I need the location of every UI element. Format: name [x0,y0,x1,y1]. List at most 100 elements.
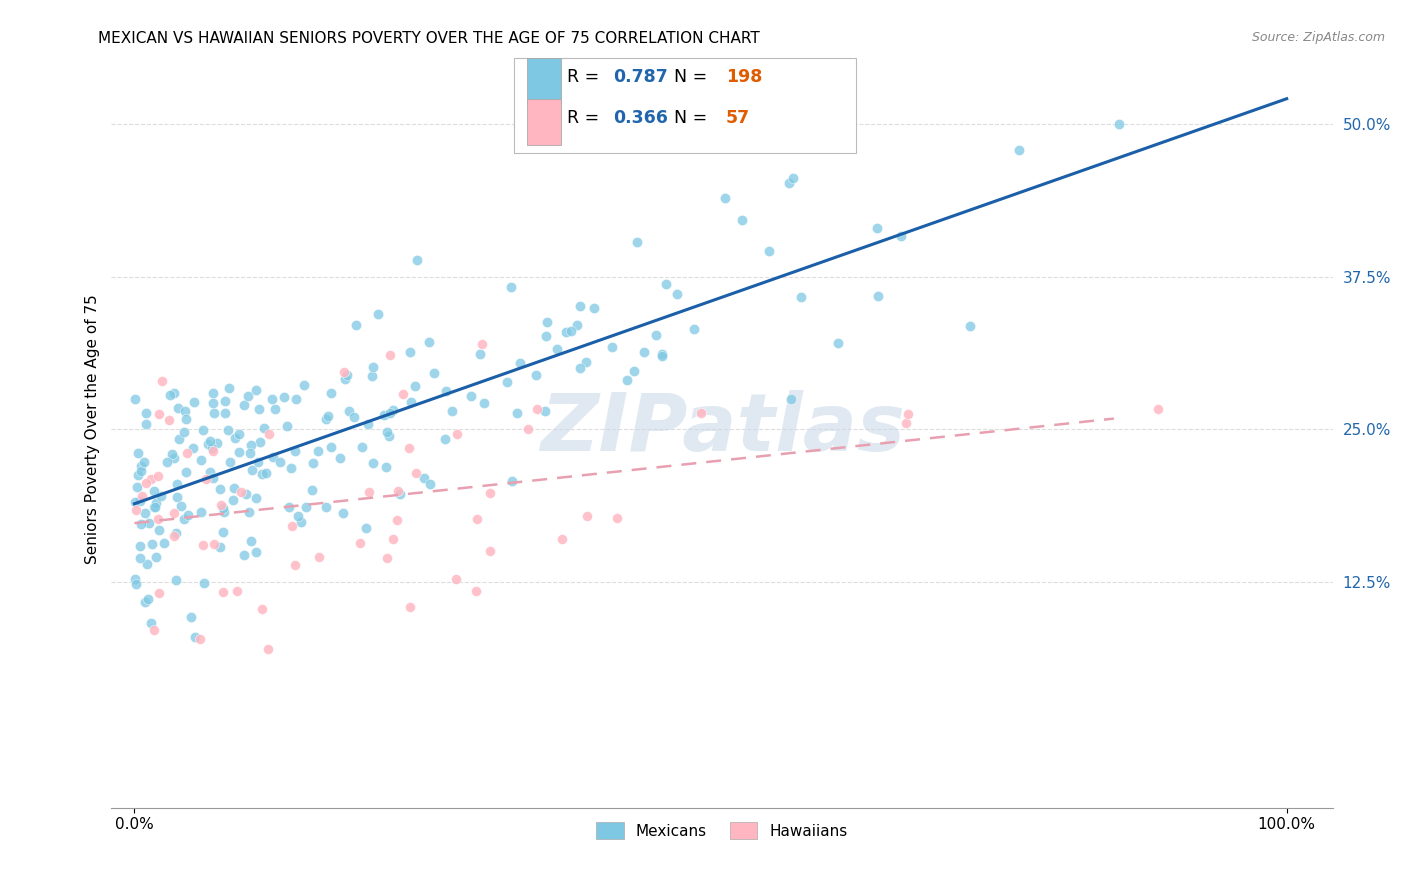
Point [176,446,198,460]
Text: R =: R = [567,69,605,87]
Legend: Mexicans, Hawaiians: Mexicans, Hawaiians [591,815,853,846]
Point [212,505,235,519]
Point [359,484,381,499]
Point [295,500,318,514]
Point [125,503,148,517]
Point [375,551,398,566]
Point [434,384,457,398]
Point [782,170,804,185]
Point [214,406,236,420]
Point [382,533,405,547]
Point [135,417,157,431]
Point [465,584,488,599]
Point [222,493,245,508]
Point [501,474,523,488]
Point [551,532,574,546]
Point [239,438,262,452]
Point [231,485,253,500]
Point [143,483,166,498]
Point [616,373,638,387]
Point [378,406,401,420]
Point [1108,117,1130,131]
Point [277,500,299,514]
Point [233,548,256,562]
Point [245,491,267,505]
Point [276,419,298,434]
Point [228,444,250,458]
Point [157,413,180,427]
Point [361,368,384,383]
Point [1147,402,1170,417]
Point [202,406,225,420]
Point [301,483,323,497]
Point [127,445,149,459]
Point [166,477,188,491]
Point [406,253,429,268]
Point [198,434,221,449]
Point [315,412,337,426]
Point [174,465,197,479]
Point [249,434,271,449]
Point [329,451,352,466]
Point [132,455,155,469]
Point [866,221,889,235]
Text: 198: 198 [725,69,762,87]
Point [190,505,212,519]
Point [143,624,166,638]
Point [124,392,146,406]
Point [479,486,502,500]
Point [240,463,263,477]
Point [290,515,312,529]
Point [249,402,271,417]
Point [575,508,598,523]
Point [240,534,263,549]
Point [148,407,170,421]
Point [174,403,197,417]
Point [758,244,780,258]
Point [567,318,589,332]
Point [173,425,195,439]
Point [201,441,224,455]
Point [665,287,688,301]
Point [141,537,163,551]
FancyBboxPatch shape [527,98,561,145]
Point [174,412,197,426]
Point [633,345,655,359]
Point [509,356,531,370]
Point [419,476,441,491]
Point [375,425,398,439]
Point [337,403,360,417]
Point [180,609,202,624]
Point [135,406,157,420]
Point [319,385,342,400]
Point [163,529,186,543]
Point [124,495,146,509]
Point [177,508,200,523]
Point [731,212,754,227]
Point [209,483,232,497]
Point [131,516,153,531]
Point [165,525,187,540]
Point [135,557,157,571]
Point [218,381,240,395]
Point [235,487,257,501]
Point [145,549,167,564]
Point [333,365,356,379]
Point [373,408,395,422]
Text: R =: R = [567,109,605,128]
Point [224,431,246,445]
Point [131,489,153,503]
Point [139,616,162,631]
Point [496,375,519,389]
Point [336,368,359,383]
Point [167,401,190,415]
Point [381,403,404,417]
Point [226,583,249,598]
Point [1008,144,1031,158]
Point [440,403,463,417]
FancyBboxPatch shape [527,58,561,103]
Point [392,387,415,401]
Point [236,389,259,403]
Point [568,360,591,375]
Point [269,454,291,468]
